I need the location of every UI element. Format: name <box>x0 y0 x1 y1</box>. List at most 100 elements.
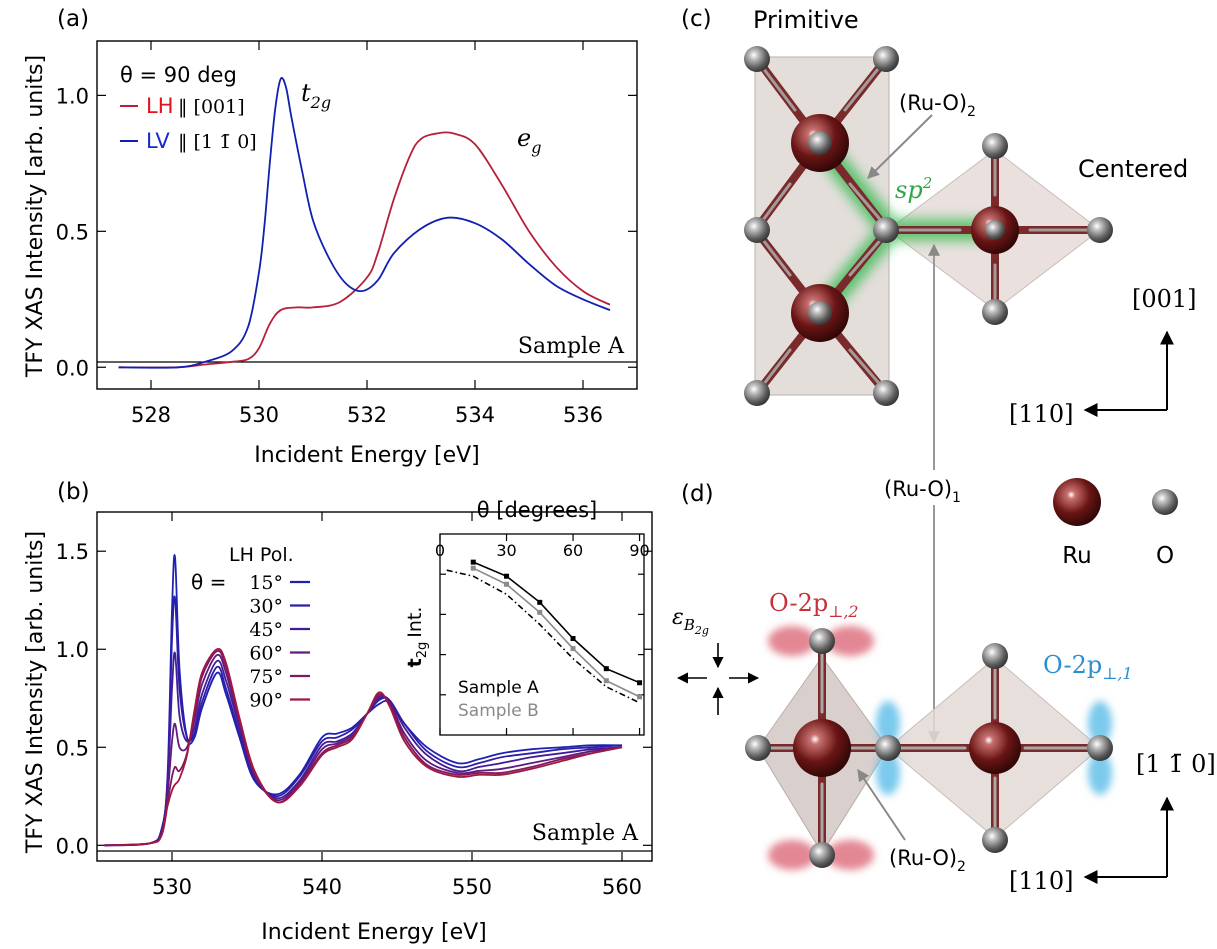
orbitals-d <box>768 626 1112 870</box>
inset-xtick-label: 60 <box>563 541 583 560</box>
inset-point <box>570 636 576 642</box>
inset-legend-sample-b: Sample B <box>458 701 539 721</box>
legend-ru-label: Ru <box>1062 543 1092 569</box>
label-dir-001: [001] <box>1132 285 1197 313</box>
panel-label-b: (b) <box>57 479 90 505</box>
chart-b-series-theta-2 <box>104 595 623 847</box>
chart-b-legend-label: 90° <box>249 690 283 712</box>
chart-b-ytick-label: 0.0 <box>56 834 89 858</box>
structure-c: Primitive Centered (Ru-O)2 sp2 [001] [11… <box>744 6 1197 428</box>
legend-lv-name: LV <box>146 129 170 153</box>
chart-b-legend-label: 60° <box>249 643 283 665</box>
inset-point <box>537 599 543 605</box>
inset-series-1 <box>472 567 640 698</box>
chart-a-ytick-label: 0.0 <box>56 356 89 380</box>
chart-b-series-theta-3 <box>104 651 623 847</box>
atoms-c <box>744 46 1113 406</box>
label-dir-110-top: [110] <box>1009 400 1074 428</box>
chart-b-legend-label: 15° <box>249 572 283 594</box>
chart-b-xtick-label: 550 <box>452 875 492 899</box>
arrow-ruo2-bottom <box>857 769 906 841</box>
chart-b-legend-title: LH Pol. <box>229 544 294 566</box>
inset-xtick-label: 0 <box>435 541 445 560</box>
chart-a-ylabel: TFY XAS Intensity [arb. units] <box>23 55 48 378</box>
inset-point <box>504 581 510 587</box>
inset-xtick-label: 90 <box>629 541 649 560</box>
chart-a-series-lh <box>118 131 611 369</box>
legend-lh-name: LH <box>146 94 174 118</box>
chart-b-sample-label: Sample A <box>532 821 639 846</box>
chart-b-legend-label: 45° <box>249 619 283 641</box>
chart-b-legend-label: 30° <box>249 596 283 618</box>
inset-title: θ [degrees] <box>477 498 597 522</box>
chart-a-sample-label: Sample A <box>518 334 625 359</box>
chart-a: 528 530 532 534 536 0.0 0.5 1.0 Incident Energy… <box>23 40 638 468</box>
chart-a-xlabel: Incident Energy [eV] <box>254 443 479 468</box>
legend-lh-suffix: ‖ [001] <box>178 96 245 118</box>
label-sp2: sp2 <box>895 174 932 204</box>
legend-o-label: O <box>1156 543 1174 569</box>
chart-b-xlabel: Incident Energy [eV] <box>261 920 486 945</box>
inset-point <box>504 573 510 579</box>
chart-b-series-theta-4 <box>104 653 623 847</box>
panel-label-a: (a) <box>57 6 89 32</box>
panel-label-c: (c) <box>681 6 712 32</box>
chart-b: 530 540 550 560 0.0 0.5 1.0 1.5 Incident Energy… <box>23 498 653 945</box>
inset-point <box>637 694 643 700</box>
inset-point <box>603 666 609 672</box>
atoms-d <box>745 628 1113 868</box>
label-strain: εB2g <box>672 605 709 637</box>
bond-highlights-d <box>760 644 1098 852</box>
label-ruo2-bottom: (Ru-O)2 <box>889 846 966 875</box>
legend-o-atom <box>1152 489 1178 515</box>
legend-ru-atom <box>1053 478 1101 526</box>
chart-a-xtick-label: 534 <box>455 403 495 427</box>
inset-point <box>603 678 609 684</box>
chart-a-series-lv <box>118 77 611 369</box>
chart-a-xtick-label: 536 <box>563 403 603 427</box>
chart-b-ytick-label: 1.0 <box>56 638 89 662</box>
inset-point <box>570 646 576 652</box>
label-ruo1: (Ru-O)1 <box>884 477 961 506</box>
inset-point <box>637 680 643 686</box>
label-o2p-perp1: O-2p⊥,1 <box>1043 651 1133 683</box>
chart-a-legend-title: θ = 90 deg <box>120 63 237 87</box>
label-primitive: Primitive <box>753 6 859 34</box>
chart-b-ytick-label: 0.5 <box>56 736 89 760</box>
primitive-cell <box>754 56 890 396</box>
structure-d: O-2p⊥,2 O-2p⊥,1 (Ru-O)2 εB2g [1 1̄ 0] [1… <box>672 478 1216 895</box>
chart-a-xtick-label: 530 <box>239 403 279 427</box>
label-dir-110-bottom: [110] <box>1009 867 1074 895</box>
label-o2p-perp2: O-2p⊥,2 <box>769 589 859 621</box>
inset-point <box>537 609 543 615</box>
inset-point <box>470 565 476 571</box>
chart-a-xtick-label: 528 <box>131 403 171 427</box>
chart-b-ytick-label: 1.5 <box>56 540 89 564</box>
inset-point <box>470 559 476 565</box>
inset-series-0 <box>472 561 640 684</box>
peak-label-eg: eg <box>517 124 541 157</box>
chart-b-xtick-label: 540 <box>302 875 342 899</box>
inset-xtick-label: 30 <box>496 541 516 560</box>
chart-a-ytick-label: 0.5 <box>56 220 89 244</box>
chart-b-xtick-label: 560 <box>602 875 642 899</box>
label-ruo2-top: (Ru-O)2 <box>899 91 976 120</box>
inset-legend-sample-a: Sample A <box>458 678 539 698</box>
chart-b-frame <box>96 511 653 862</box>
inset-series-2 <box>446 569 640 704</box>
chart-a-ytick-label: 1.0 <box>56 84 89 108</box>
chart-a-xtick-label: 532 <box>347 403 387 427</box>
chart-b-series-theta-1 <box>104 554 623 847</box>
legend-lv-suffix: ‖ [1 1̄ 0] <box>178 131 257 153</box>
peak-label-t2g: t2g <box>301 79 331 112</box>
chart-b-series-theta-6 <box>104 647 623 847</box>
panel-label-d: (d) <box>681 481 714 507</box>
inset-ylabel: t2gInt. <box>404 607 430 668</box>
chart-b-legend-label: 75° <box>249 666 283 688</box>
chart-b-series-theta-5 <box>104 650 623 847</box>
chart-b-ylabel: TFY XAS Intensity [arb. units] <box>23 531 48 854</box>
label-dir-1m10: [1 1̄ 0] <box>1136 750 1216 778</box>
strain-arrows <box>676 643 760 715</box>
chart-b-theta-prefix: θ = <box>191 570 226 594</box>
